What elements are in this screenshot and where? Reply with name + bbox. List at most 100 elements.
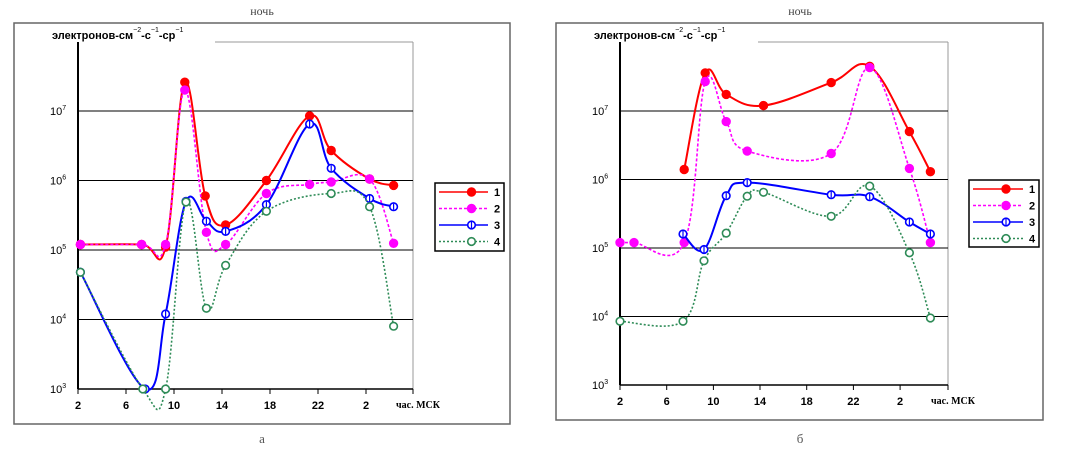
series-1 (75, 77, 399, 261)
x-tick-label: 6 (123, 400, 129, 412)
series-line-2 (80, 89, 395, 258)
legend-marker-1 (1001, 184, 1011, 194)
y-tick-exponent: 7 (62, 105, 66, 112)
data-point-1 (679, 164, 689, 175)
series-2 (615, 62, 936, 257)
y-tick-label: 107 (50, 105, 66, 118)
legend: 1 2 3 4 (968, 179, 1040, 248)
unit-part: −1 (717, 27, 725, 34)
x-tick-label: 22 (847, 396, 859, 408)
x-tick-label: 14 (216, 400, 229, 412)
data-point-2 (925, 237, 936, 248)
data-point-1 (925, 167, 936, 177)
y-tick-exponent: 3 (62, 383, 66, 390)
x-tick-label: 2 (75, 400, 81, 412)
data-point-1 (904, 126, 915, 137)
y-tick-label: 103 (50, 383, 66, 396)
data-point-2 (201, 227, 212, 238)
data-point-4 (181, 197, 191, 207)
data-point-4 (721, 228, 731, 238)
legend-label-3: 3 (494, 220, 500, 232)
y-tick-label: 106 (50, 175, 66, 188)
data-point-4 (678, 316, 688, 326)
legend-marker-4 (466, 236, 477, 247)
data-point-4 (75, 267, 85, 277)
legend-marker-4 (1001, 233, 1011, 244)
y-tick-mantissa: 10 (592, 380, 604, 392)
series-line-3 (682, 181, 931, 252)
x-tick-label: 2 (363, 400, 369, 412)
unit-part: −2 (133, 27, 141, 34)
data-point-1 (758, 100, 769, 111)
legend-label-2: 2 (494, 204, 500, 216)
unit-part: электронов-см (594, 30, 675, 42)
legend-label-3: 3 (1029, 217, 1035, 229)
chart-frame (13, 22, 511, 425)
data-point-4 (365, 202, 375, 212)
x-tick-label: 10 (168, 400, 180, 412)
chart-title: ночь (250, 4, 274, 18)
y-tick-exponent: 6 (62, 175, 66, 182)
data-point-4 (865, 181, 875, 191)
y-tick-mantissa: 10 (592, 106, 604, 118)
data-point-2 (261, 188, 272, 199)
y-tick-mantissa: 10 (50, 176, 62, 188)
unit-part: -ср (159, 30, 176, 42)
series-line-4 (79, 190, 395, 411)
legend-marker-2 (466, 203, 477, 214)
unit-part: −1 (693, 27, 701, 34)
data-point-4 (742, 191, 752, 201)
x-tick-label: 18 (264, 400, 276, 412)
chart-caption: а (259, 431, 265, 446)
legend-label-1: 1 (1029, 184, 1035, 196)
data-point-1 (304, 111, 315, 121)
y-tick-label: 103 (592, 379, 608, 392)
chart-frame (555, 22, 1044, 421)
data-point-2 (826, 148, 836, 159)
y-tick-exponent: 5 (604, 242, 608, 249)
y-tick-label: 104 (50, 314, 66, 327)
data-point-4 (699, 256, 709, 266)
y-tick-label: 105 (592, 242, 608, 255)
unit-part: -ср (701, 30, 718, 42)
data-point-1 (826, 77, 836, 88)
y-tick-label: 106 (592, 174, 608, 187)
data-point-2 (220, 239, 231, 250)
x-tick-label: 2 (897, 396, 903, 408)
data-point-2 (904, 163, 915, 174)
data-point-1 (326, 145, 336, 156)
x-tick-label: 10 (707, 396, 719, 408)
x-tick-label: 6 (664, 396, 670, 408)
data-point-2 (865, 62, 875, 73)
y-tick-mantissa: 10 (592, 243, 604, 255)
y-tick-mantissa: 10 (592, 175, 604, 187)
y-tick-exponent: 3 (604, 379, 608, 386)
x-axis-label: час. МСК (931, 396, 976, 407)
data-point-2 (700, 76, 710, 87)
y-tick-mantissa: 10 (50, 315, 62, 327)
data-point-4 (326, 188, 336, 199)
legend: 1 2 3 4 (434, 182, 505, 252)
data-point-2 (388, 238, 399, 249)
data-point-4 (221, 260, 231, 271)
data-point-1 (388, 180, 399, 191)
legend-marker-2 (1001, 200, 1011, 211)
series-3 (678, 178, 936, 255)
x-axis-label: час. МСК (396, 400, 441, 411)
unit-part: электронов-см (52, 30, 133, 42)
data-point-2 (742, 146, 752, 156)
legend-marker-1 (466, 187, 477, 197)
y-tick-label: 107 (592, 105, 608, 118)
data-point-2 (629, 237, 639, 248)
x-tick-label: 18 (801, 396, 813, 408)
series-2 (75, 85, 399, 258)
data-point-1 (261, 175, 272, 186)
data-point-4 (201, 303, 211, 313)
y-tick-exponent: 4 (604, 311, 608, 318)
data-point-2 (304, 179, 315, 190)
y-tick-label: 104 (592, 311, 608, 324)
series-3 (75, 119, 399, 394)
